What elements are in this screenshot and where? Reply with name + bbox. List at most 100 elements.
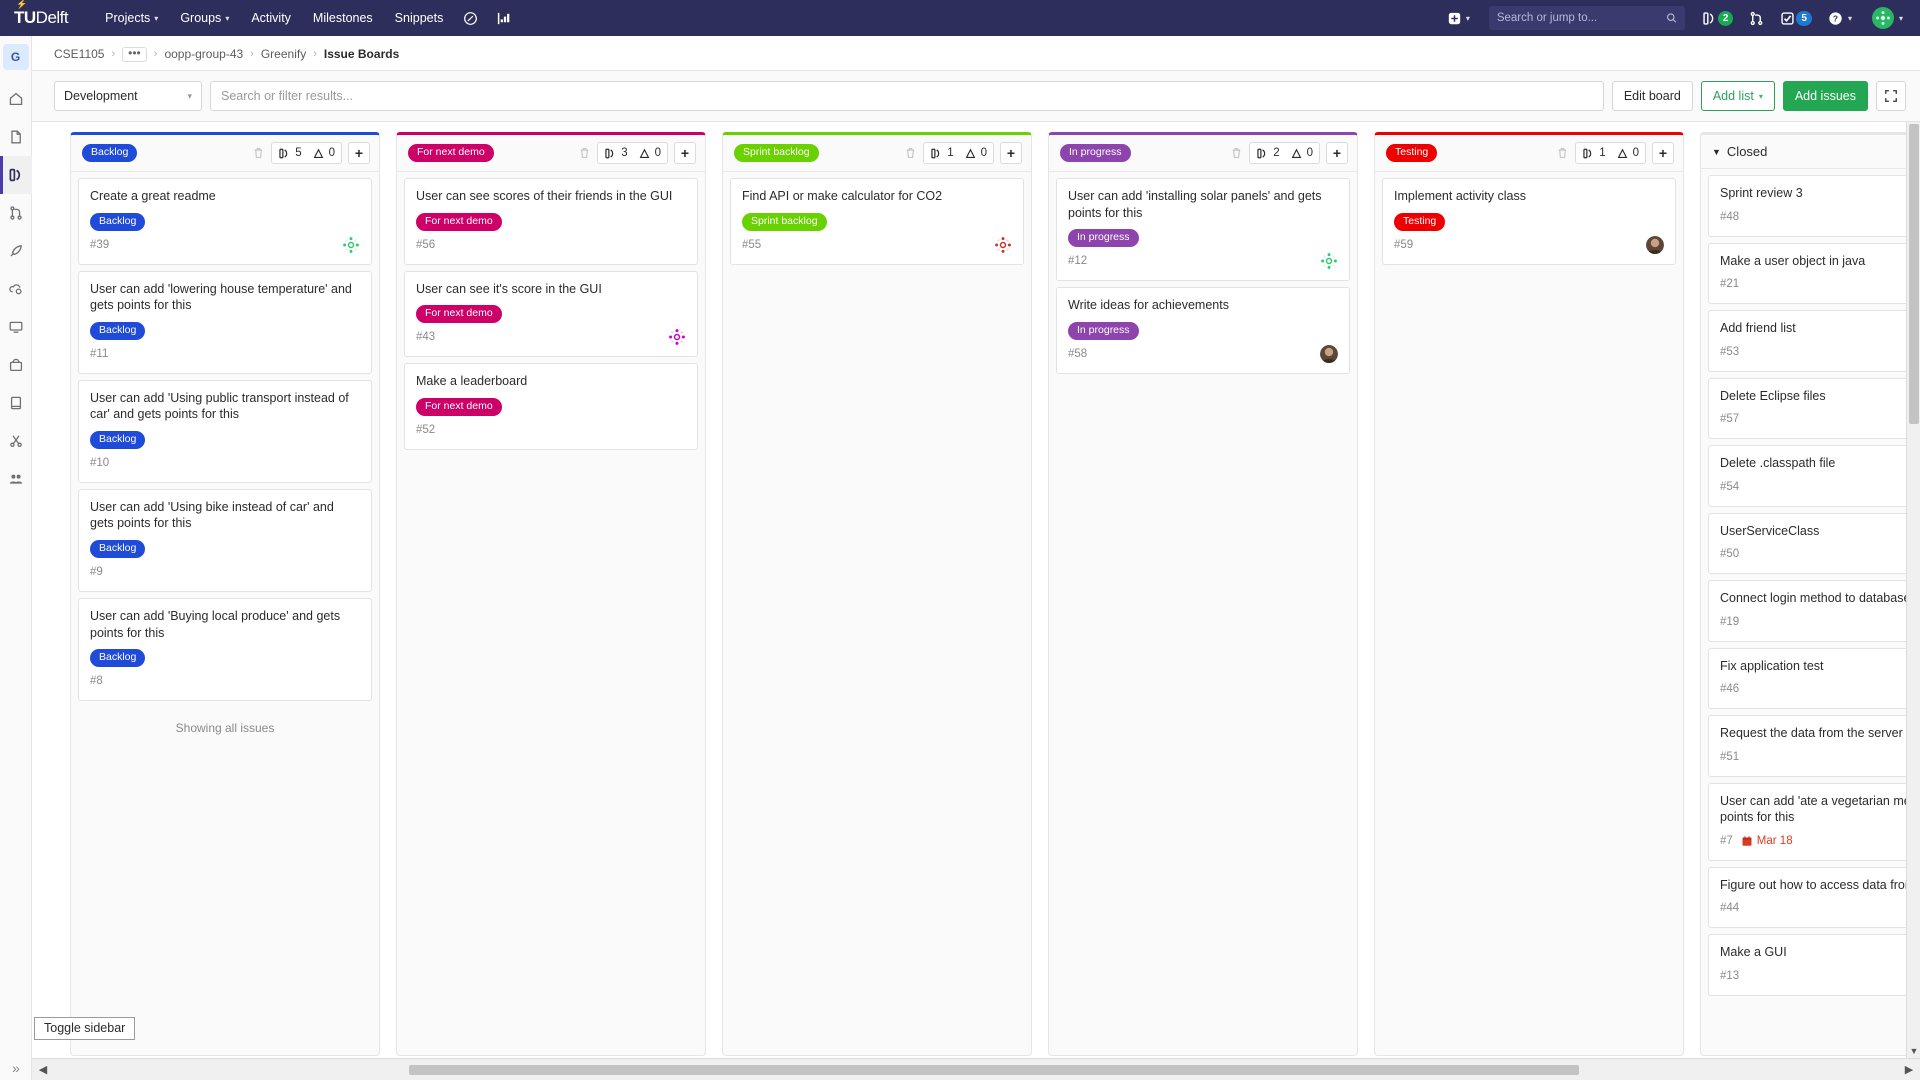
issue-card[interactable]: User can see scores of their friends in …: [404, 178, 698, 265]
breadcrumb-subgroup[interactable]: oopp-group-43: [164, 47, 244, 61]
breadcrumb-project[interactable]: Greenify: [260, 47, 307, 61]
issue-assignee-avatar[interactable]: [1646, 235, 1664, 254]
nav-milestones[interactable]: Milestones: [312, 11, 373, 25]
dashboard-icon[interactable]: [454, 4, 487, 33]
issue-label[interactable]: Backlog: [90, 321, 146, 340]
delete-list-button[interactable]: [252, 146, 265, 160]
delete-list-button[interactable]: [1556, 146, 1569, 160]
breadcrumb-group[interactable]: CSE1105: [54, 47, 105, 61]
board-list-label[interactable]: Backlog: [82, 143, 138, 163]
issue-card[interactable]: UserServiceClass #50: [1708, 512, 1920, 574]
issue-card[interactable]: Figure out how to access data from the s…: [1708, 866, 1920, 928]
issue-card[interactable]: User can add 'Using public transport ins…: [78, 379, 372, 483]
issue-label[interactable]: Backlog: [90, 649, 146, 668]
issue-label[interactable]: Backlog: [90, 539, 146, 558]
horizontal-scrollbar[interactable]: ◀ ▶: [32, 1058, 1920, 1080]
board-list-label[interactable]: Sprint backlog: [734, 143, 819, 163]
scroll-right-icon[interactable]: ▶: [1904, 1064, 1914, 1076]
new-item-plus-icon[interactable]: ▾: [1439, 5, 1479, 32]
issue-label[interactable]: Sprint backlog: [742, 212, 827, 231]
issue-card[interactable]: Implement activity class Testing #59: [1382, 178, 1676, 265]
issue-card[interactable]: Write ideas for achievements In progress #…: [1056, 287, 1350, 374]
issue-card[interactable]: Delete .classpath file #54: [1708, 445, 1920, 507]
issue-label[interactable]: Backlog: [90, 212, 146, 231]
filter-input[interactable]: [210, 81, 1604, 111]
sidebar-item-monitor[interactable]: [0, 308, 32, 346]
issue-card[interactable]: User can add 'lowering house temperature…: [78, 270, 372, 374]
analytics-icon[interactable]: [487, 4, 520, 33]
issue-card[interactable]: Fix application test #46: [1708, 647, 1920, 709]
nav-activity[interactable]: Activity: [251, 11, 291, 25]
issue-card[interactable]: Sprint review 3 #48: [1708, 175, 1920, 237]
delete-list-button[interactable]: [904, 146, 917, 160]
horizontal-scroll-track[interactable]: [54, 1063, 1898, 1076]
issue-assignee-avatar[interactable]: [668, 328, 686, 347]
issues-counter[interactable]: 2: [1695, 5, 1741, 32]
nav-snippets[interactable]: Snippets: [394, 11, 444, 25]
issue-label[interactable]: For next demo: [416, 305, 502, 324]
page-vertical-scrollbar[interactable]: ▲ ▼: [1906, 122, 1920, 1058]
sidebar-item-members[interactable]: [0, 460, 32, 498]
add-issue-to-list-button[interactable]: +: [1326, 142, 1348, 164]
issue-card[interactable]: Create a great readme Backlog #39: [78, 178, 372, 265]
issue-card[interactable]: User can add 'Using bike instead of car'…: [78, 488, 372, 592]
issue-card[interactable]: Delete Eclipse files #57: [1708, 377, 1920, 439]
sidebar-item-project-home[interactable]: [0, 80, 32, 118]
scroll-down-icon[interactable]: ▼: [1909, 1046, 1919, 1056]
board-list-label[interactable]: In progress: [1060, 143, 1131, 163]
user-menu[interactable]: ▾: [1861, 1, 1910, 35]
issue-card[interactable]: Add friend list #53: [1708, 310, 1920, 372]
issue-label[interactable]: For next demo: [416, 397, 502, 416]
issue-assignee-avatar[interactable]: [994, 235, 1012, 254]
search-input[interactable]: [1496, 12, 1666, 24]
add-issues-button[interactable]: Add issues: [1782, 81, 1868, 111]
global-search[interactable]: [1488, 6, 1685, 30]
board-list-label[interactable]: Testing: [1386, 143, 1438, 163]
tudelft-logo[interactable]: ⚡ TU Delft: [14, 0, 69, 28]
sidebar-item-wiki[interactable]: [0, 384, 32, 422]
nav-projects[interactable]: Projects ▾: [94, 2, 169, 34]
sidebar-item-issues[interactable]: [0, 156, 32, 194]
board-selector[interactable]: Development ▾: [54, 81, 202, 111]
todos-counter[interactable]: 5: [1773, 5, 1819, 32]
issue-assignee-avatar[interactable]: [1320, 252, 1338, 271]
issue-label[interactable]: In progress: [1068, 321, 1139, 340]
horizontal-scroll-thumb[interactable]: [409, 1064, 1579, 1075]
sidebar-item-ci-cd[interactable]: [0, 232, 32, 270]
sidebar-item-snippets[interactable]: [0, 422, 32, 460]
issue-assignee-avatar[interactable]: [1320, 344, 1338, 363]
fullscreen-icon[interactable]: [1876, 81, 1906, 111]
breadcrumb-ellipsis-button[interactable]: •••: [122, 46, 147, 62]
add-list-button[interactable]: Add list ▾: [1700, 81, 1775, 111]
delete-list-button[interactable]: [578, 146, 591, 160]
project-avatar[interactable]: G: [2, 44, 29, 70]
closed-list-header[interactable]: ▼ Closed: [1701, 135, 1920, 169]
help-menu[interactable]: ? ▾: [1821, 5, 1859, 32]
issue-assignee-avatar[interactable]: [342, 235, 360, 254]
add-issue-to-list-button[interactable]: +: [1652, 142, 1674, 164]
sidebar-item-packages[interactable]: [0, 346, 32, 384]
issue-label[interactable]: Testing: [1394, 212, 1446, 231]
issue-label[interactable]: Backlog: [90, 430, 146, 449]
edit-board-button[interactable]: Edit board: [1611, 81, 1693, 111]
merge-requests-counter[interactable]: [1742, 5, 1771, 32]
sidebar-item-operations[interactable]: [0, 270, 32, 308]
issue-card[interactable]: Connect login method to database #19: [1708, 580, 1920, 642]
issue-label[interactable]: For next demo: [416, 212, 502, 231]
issue-card[interactable]: Make a GUI #13: [1708, 934, 1920, 996]
issue-card[interactable]: User can add 'installing solar panels' a…: [1056, 178, 1350, 282]
add-issue-to-list-button[interactable]: +: [674, 142, 696, 164]
issue-label[interactable]: In progress: [1068, 229, 1139, 248]
nav-groups[interactable]: Groups ▾: [169, 2, 240, 34]
issue-card[interactable]: Make a leaderboard For next demo #52: [404, 363, 698, 450]
board-list-label[interactable]: For next demo: [408, 143, 494, 163]
sidebar-item-merge-requests[interactable]: [0, 194, 32, 232]
issue-card[interactable]: Find API or make calculator for CO2 Sprin…: [730, 178, 1024, 265]
issue-card[interactable]: User can add 'ate a vegetarian meal' and…: [1708, 782, 1920, 861]
scroll-left-icon[interactable]: ◀: [38, 1064, 48, 1076]
add-issue-to-list-button[interactable]: +: [1000, 142, 1022, 164]
add-issue-to-list-button[interactable]: +: [348, 142, 370, 164]
issue-card[interactable]: Make a user object in java #21: [1708, 242, 1920, 304]
issue-card[interactable]: User can see it's score in the GUI For ne…: [404, 270, 698, 358]
sidebar-item-repository[interactable]: [0, 118, 32, 156]
